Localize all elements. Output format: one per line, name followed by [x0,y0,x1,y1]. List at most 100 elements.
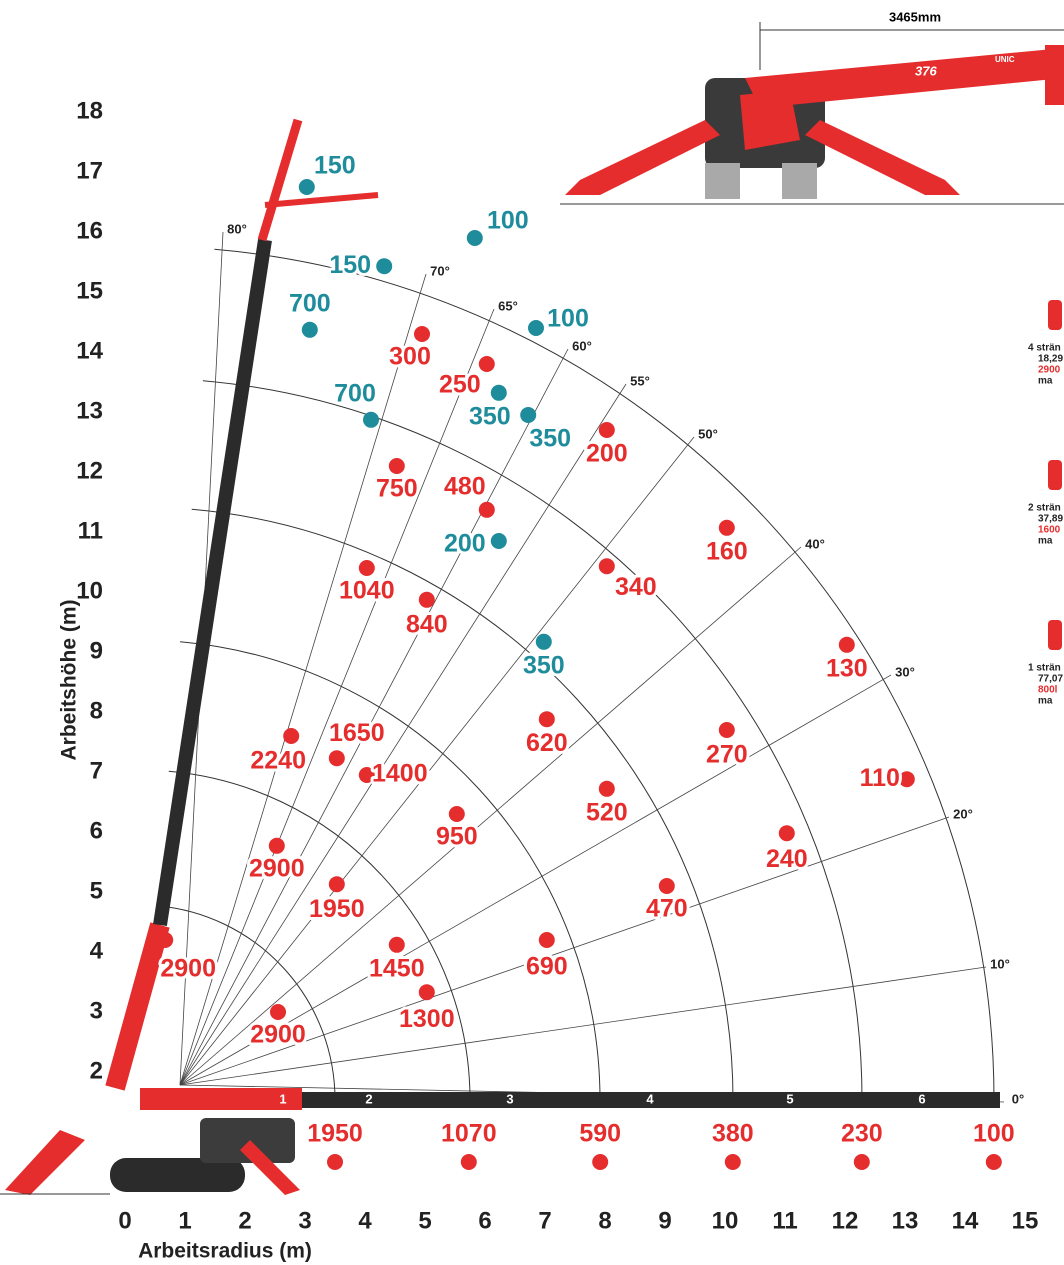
load-point [478,356,495,372]
x-tick-label: 11 [772,1207,797,1234]
load-point [328,750,345,767]
angle-label: 70° [430,263,450,278]
load-label: 2900 [249,854,305,882]
load-label: 150 [314,152,356,180]
load-point [328,876,345,893]
load-point [418,984,435,1001]
load-point [358,560,375,576]
load-label: 1650 [329,719,385,747]
angle-ray [179,546,802,1086]
y-tick-label: 17 [76,157,103,184]
load-point [718,722,735,738]
boom-horizontal [300,1092,1000,1108]
load-label: 350 [529,425,571,453]
hook [1048,300,1062,330]
boom-mid [153,238,272,927]
load-point [460,1154,477,1170]
load-label: 840 [406,610,448,638]
y-tick-label: 2 [90,1057,103,1084]
hook [1048,460,1062,490]
load-point [363,411,379,428]
x-tick-label: 10 [712,1207,739,1234]
boom [0,118,1000,1195]
load-label: 690 [526,953,568,981]
boom-head [1045,45,1064,105]
load-point [270,1004,286,1020]
load-point [538,932,555,948]
y-tick-label: 8 [90,697,103,724]
x-tick-label: 12 [832,1207,859,1234]
hook-text: ma [1038,696,1053,707]
load-label: 270 [706,741,748,769]
load-point [718,519,735,536]
y-tick-label: 16 [76,217,103,244]
load-point [592,1154,609,1170]
load-point [658,878,675,894]
boom-section: 4 [646,1091,654,1106]
angle-ray [179,273,427,1086]
load-label: 950 [436,823,478,851]
angle-label: 10° [990,956,1010,971]
load-label: 340 [615,573,657,601]
dimension: 3465mm [889,9,941,24]
jib [264,192,379,208]
load-label: 110 [860,764,900,792]
y-tick-label: 9 [90,637,103,664]
load-point [490,384,507,401]
load-label: 470 [646,895,688,923]
y-tick-label: 5 [90,877,103,904]
x-tick-label: 7 [538,1207,551,1234]
x-tick-label: 9 [658,1207,671,1234]
angle-label: 20° [953,806,973,821]
boom-section: 5 [786,1091,793,1106]
load-label: 150 [329,251,371,279]
load-point [448,806,465,822]
load-label: 300 [389,343,431,371]
load-point [898,771,915,788]
load-point [838,636,855,653]
boom-section: 3 [506,1091,513,1106]
load-point [414,326,430,342]
load-label: 100 [487,207,529,235]
load-point [724,1154,741,1170]
boom-horizontal-base [140,1088,302,1110]
angle-label: 60° [572,338,592,353]
load-point [283,728,300,744]
load-point [157,932,174,948]
load-label: 230 [841,1120,883,1148]
crane-turret [740,90,800,150]
hook-text: 18,29 [1038,354,1063,365]
load-label: 520 [586,798,628,826]
load-label: 130 [826,654,868,682]
angle-label: 0° [1012,1091,1024,1106]
load-label: 590 [579,1120,621,1148]
x-tick-label: 13 [892,1207,919,1234]
hook-text: 2900 [1038,365,1061,376]
y-tick-label: 4 [90,937,104,964]
load-label: 700 [289,289,331,317]
outrigger [805,120,960,195]
y-tick-label: 14 [76,337,103,364]
range-arc [214,248,995,1101]
range-arc [180,641,601,1101]
load-point [327,1154,343,1170]
x-tick-label: 4 [358,1207,372,1234]
load-label: 1400 [372,760,428,788]
load-label: 620 [526,729,568,757]
range-arc [168,770,471,1101]
load-label: 700 [334,379,376,407]
y-tick-label: 13 [76,397,103,424]
y-axis-title: Arbeitshöhe (m) [58,599,81,760]
load-label: 2900 [250,1021,306,1049]
angle-label: 40° [805,536,825,551]
load-label: 1300 [399,1005,455,1033]
x-tick-label: 5 [418,1207,431,1234]
track [110,1158,245,1192]
range-arc [191,508,734,1101]
y-tick-label: 7 [90,757,103,784]
load-label: 350 [469,402,511,430]
outrigger [565,120,720,195]
load-label: 1950 [309,895,365,923]
hook-text: 2 strän [1028,503,1061,514]
x-tick-label: 3 [298,1207,311,1234]
